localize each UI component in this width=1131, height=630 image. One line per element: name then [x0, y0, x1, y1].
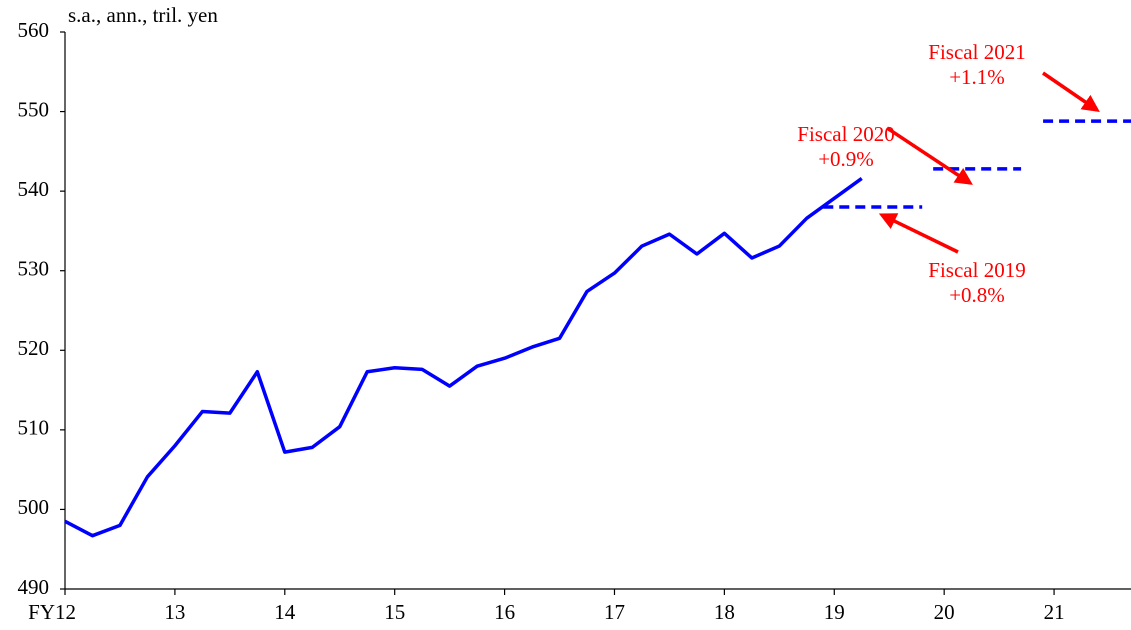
y-tick-label: 520 — [18, 336, 50, 360]
x-tick-label: 16 — [494, 600, 515, 624]
x-tick-label: 19 — [824, 600, 845, 624]
y-tick-label: 560 — [18, 18, 50, 42]
annotation-arrow — [1042, 71, 1100, 112]
y-tick-label: 500 — [18, 495, 50, 519]
x-tick-label: 20 — [934, 600, 955, 624]
annotation-arrow — [878, 213, 959, 254]
x-tick-label: FY12 — [28, 600, 76, 624]
annotation-text: Fiscal 2019 — [928, 258, 1025, 282]
x-tick-label: 18 — [714, 600, 735, 624]
x-tick-label: 15 — [384, 600, 405, 624]
x-tick-label: 13 — [164, 600, 185, 624]
annotation-text: Fiscal 2020 — [797, 122, 894, 146]
annotation-text: +0.8% — [949, 283, 1005, 307]
y-tick-label: 530 — [18, 257, 50, 281]
annotation-text: +0.9% — [818, 147, 874, 171]
annotation-text: +1.1% — [949, 65, 1005, 89]
annotation-arrow — [886, 126, 973, 185]
y-tick-label: 490 — [18, 575, 50, 599]
y-axis-unit: s.a., ann., tril. yen — [68, 3, 218, 27]
x-tick-label: 21 — [1044, 600, 1065, 624]
x-tick-label: 17 — [604, 600, 625, 624]
y-tick-label: 550 — [18, 97, 50, 121]
data-line — [64, 176, 863, 538]
x-tick-label: 14 — [274, 600, 296, 624]
annotation-text: Fiscal 2021 — [928, 40, 1025, 64]
y-tick-label: 510 — [18, 416, 50, 440]
y-tick-label: 540 — [18, 177, 50, 201]
